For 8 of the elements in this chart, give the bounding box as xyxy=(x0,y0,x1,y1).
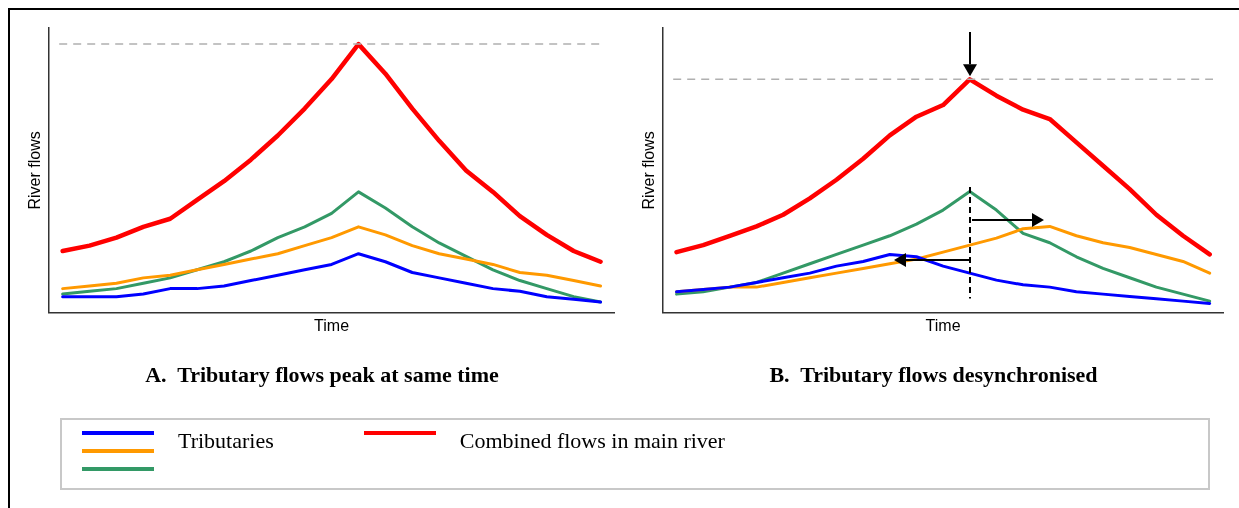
y-axis-title: River flows xyxy=(26,131,44,210)
text: B. Tributary flows desynchronised xyxy=(768,362,1099,388)
legend-label: Tributaries xyxy=(178,428,274,454)
x-axis-title: Time xyxy=(314,316,350,334)
y-axis-title: River flows xyxy=(640,131,658,210)
x-axis-title: Time xyxy=(925,316,961,334)
legend-label: Combined flows in main river xyxy=(459,428,725,454)
text: A. Tributary flows peak at same time xyxy=(144,362,500,388)
